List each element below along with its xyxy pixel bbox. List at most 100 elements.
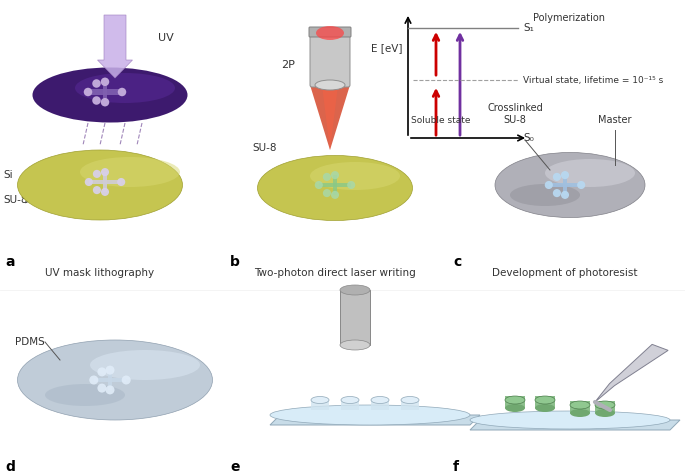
Bar	[94, 378, 126, 382]
Text: Si: Si	[3, 170, 12, 180]
Bar	[108, 370, 112, 390]
Ellipse shape	[510, 184, 580, 206]
Bar	[549, 183, 581, 187]
Bar	[371, 400, 389, 410]
Ellipse shape	[505, 396, 525, 404]
Circle shape	[553, 173, 561, 181]
Polygon shape	[595, 344, 668, 402]
FancyBboxPatch shape	[310, 28, 350, 87]
Ellipse shape	[505, 404, 525, 412]
Circle shape	[117, 178, 125, 186]
Circle shape	[101, 98, 109, 106]
Ellipse shape	[32, 68, 188, 123]
Bar	[570, 401, 590, 413]
Circle shape	[553, 189, 561, 197]
Ellipse shape	[595, 401, 615, 409]
Bar	[401, 400, 419, 410]
Bar	[103, 172, 107, 192]
Text: f: f	[453, 460, 459, 473]
Ellipse shape	[570, 409, 590, 417]
Circle shape	[101, 168, 109, 176]
Text: d: d	[5, 460, 15, 473]
Text: UV: UV	[158, 33, 174, 43]
Circle shape	[561, 191, 569, 199]
Circle shape	[331, 171, 339, 179]
Circle shape	[89, 376, 99, 385]
Text: UV mask lithography: UV mask lithography	[45, 268, 155, 278]
Text: 2P: 2P	[281, 60, 295, 70]
Bar	[595, 401, 615, 413]
Ellipse shape	[495, 152, 645, 218]
Ellipse shape	[545, 159, 635, 187]
Circle shape	[101, 188, 109, 196]
Circle shape	[118, 88, 126, 96]
Bar	[88, 89, 122, 95]
Circle shape	[97, 368, 106, 377]
Circle shape	[331, 191, 339, 199]
Text: Soluble state: Soluble state	[411, 115, 471, 124]
Ellipse shape	[315, 80, 345, 90]
Circle shape	[105, 366, 114, 375]
Polygon shape	[322, 85, 338, 150]
Text: Two-photon direct laser writing: Two-photon direct laser writing	[254, 268, 416, 278]
Polygon shape	[270, 415, 480, 425]
Text: Polymerization: Polymerization	[533, 13, 605, 23]
Circle shape	[93, 170, 101, 178]
Circle shape	[105, 385, 114, 394]
FancyBboxPatch shape	[309, 27, 351, 37]
Ellipse shape	[90, 350, 200, 380]
Ellipse shape	[311, 396, 329, 403]
Ellipse shape	[270, 405, 470, 425]
Ellipse shape	[18, 340, 212, 420]
Text: Master: Master	[598, 115, 632, 125]
Ellipse shape	[340, 285, 370, 295]
Bar	[89, 180, 121, 184]
Bar	[505, 396, 525, 408]
Circle shape	[323, 173, 331, 181]
Text: a: a	[5, 255, 14, 269]
Ellipse shape	[340, 340, 370, 350]
Circle shape	[97, 384, 106, 393]
Bar	[341, 400, 359, 410]
Polygon shape	[470, 420, 680, 430]
Ellipse shape	[310, 162, 400, 190]
Text: SU-8: SU-8	[3, 195, 27, 205]
Bar	[103, 82, 107, 102]
Bar	[333, 175, 337, 195]
Text: Development of photoresist: Development of photoresist	[493, 268, 638, 278]
Ellipse shape	[535, 396, 555, 404]
Bar	[535, 396, 555, 408]
Circle shape	[93, 186, 101, 194]
Text: Crosslinked
SU-8: Crosslinked SU-8	[487, 104, 543, 125]
Circle shape	[314, 181, 323, 189]
Text: e: e	[230, 460, 240, 473]
Bar	[340, 290, 370, 345]
Ellipse shape	[18, 150, 182, 220]
Text: S₀: S₀	[523, 133, 534, 143]
Circle shape	[545, 181, 553, 189]
Ellipse shape	[258, 156, 412, 220]
Ellipse shape	[341, 396, 359, 403]
Ellipse shape	[570, 401, 590, 409]
Bar	[311, 400, 329, 410]
Ellipse shape	[75, 73, 175, 103]
Circle shape	[323, 189, 331, 197]
Text: E [eV]: E [eV]	[371, 43, 403, 53]
Bar	[319, 183, 351, 187]
Circle shape	[577, 181, 585, 189]
FancyArrow shape	[97, 15, 132, 78]
Circle shape	[92, 96, 101, 105]
Circle shape	[92, 79, 101, 88]
Polygon shape	[310, 85, 350, 150]
Bar	[563, 175, 566, 195]
Ellipse shape	[371, 396, 389, 403]
Circle shape	[122, 376, 131, 385]
Ellipse shape	[595, 409, 615, 417]
Text: c: c	[453, 255, 461, 269]
Circle shape	[101, 78, 109, 86]
Ellipse shape	[470, 411, 670, 429]
Ellipse shape	[316, 26, 344, 40]
Ellipse shape	[80, 157, 180, 187]
Text: b: b	[230, 255, 240, 269]
Text: S₁: S₁	[523, 23, 534, 33]
